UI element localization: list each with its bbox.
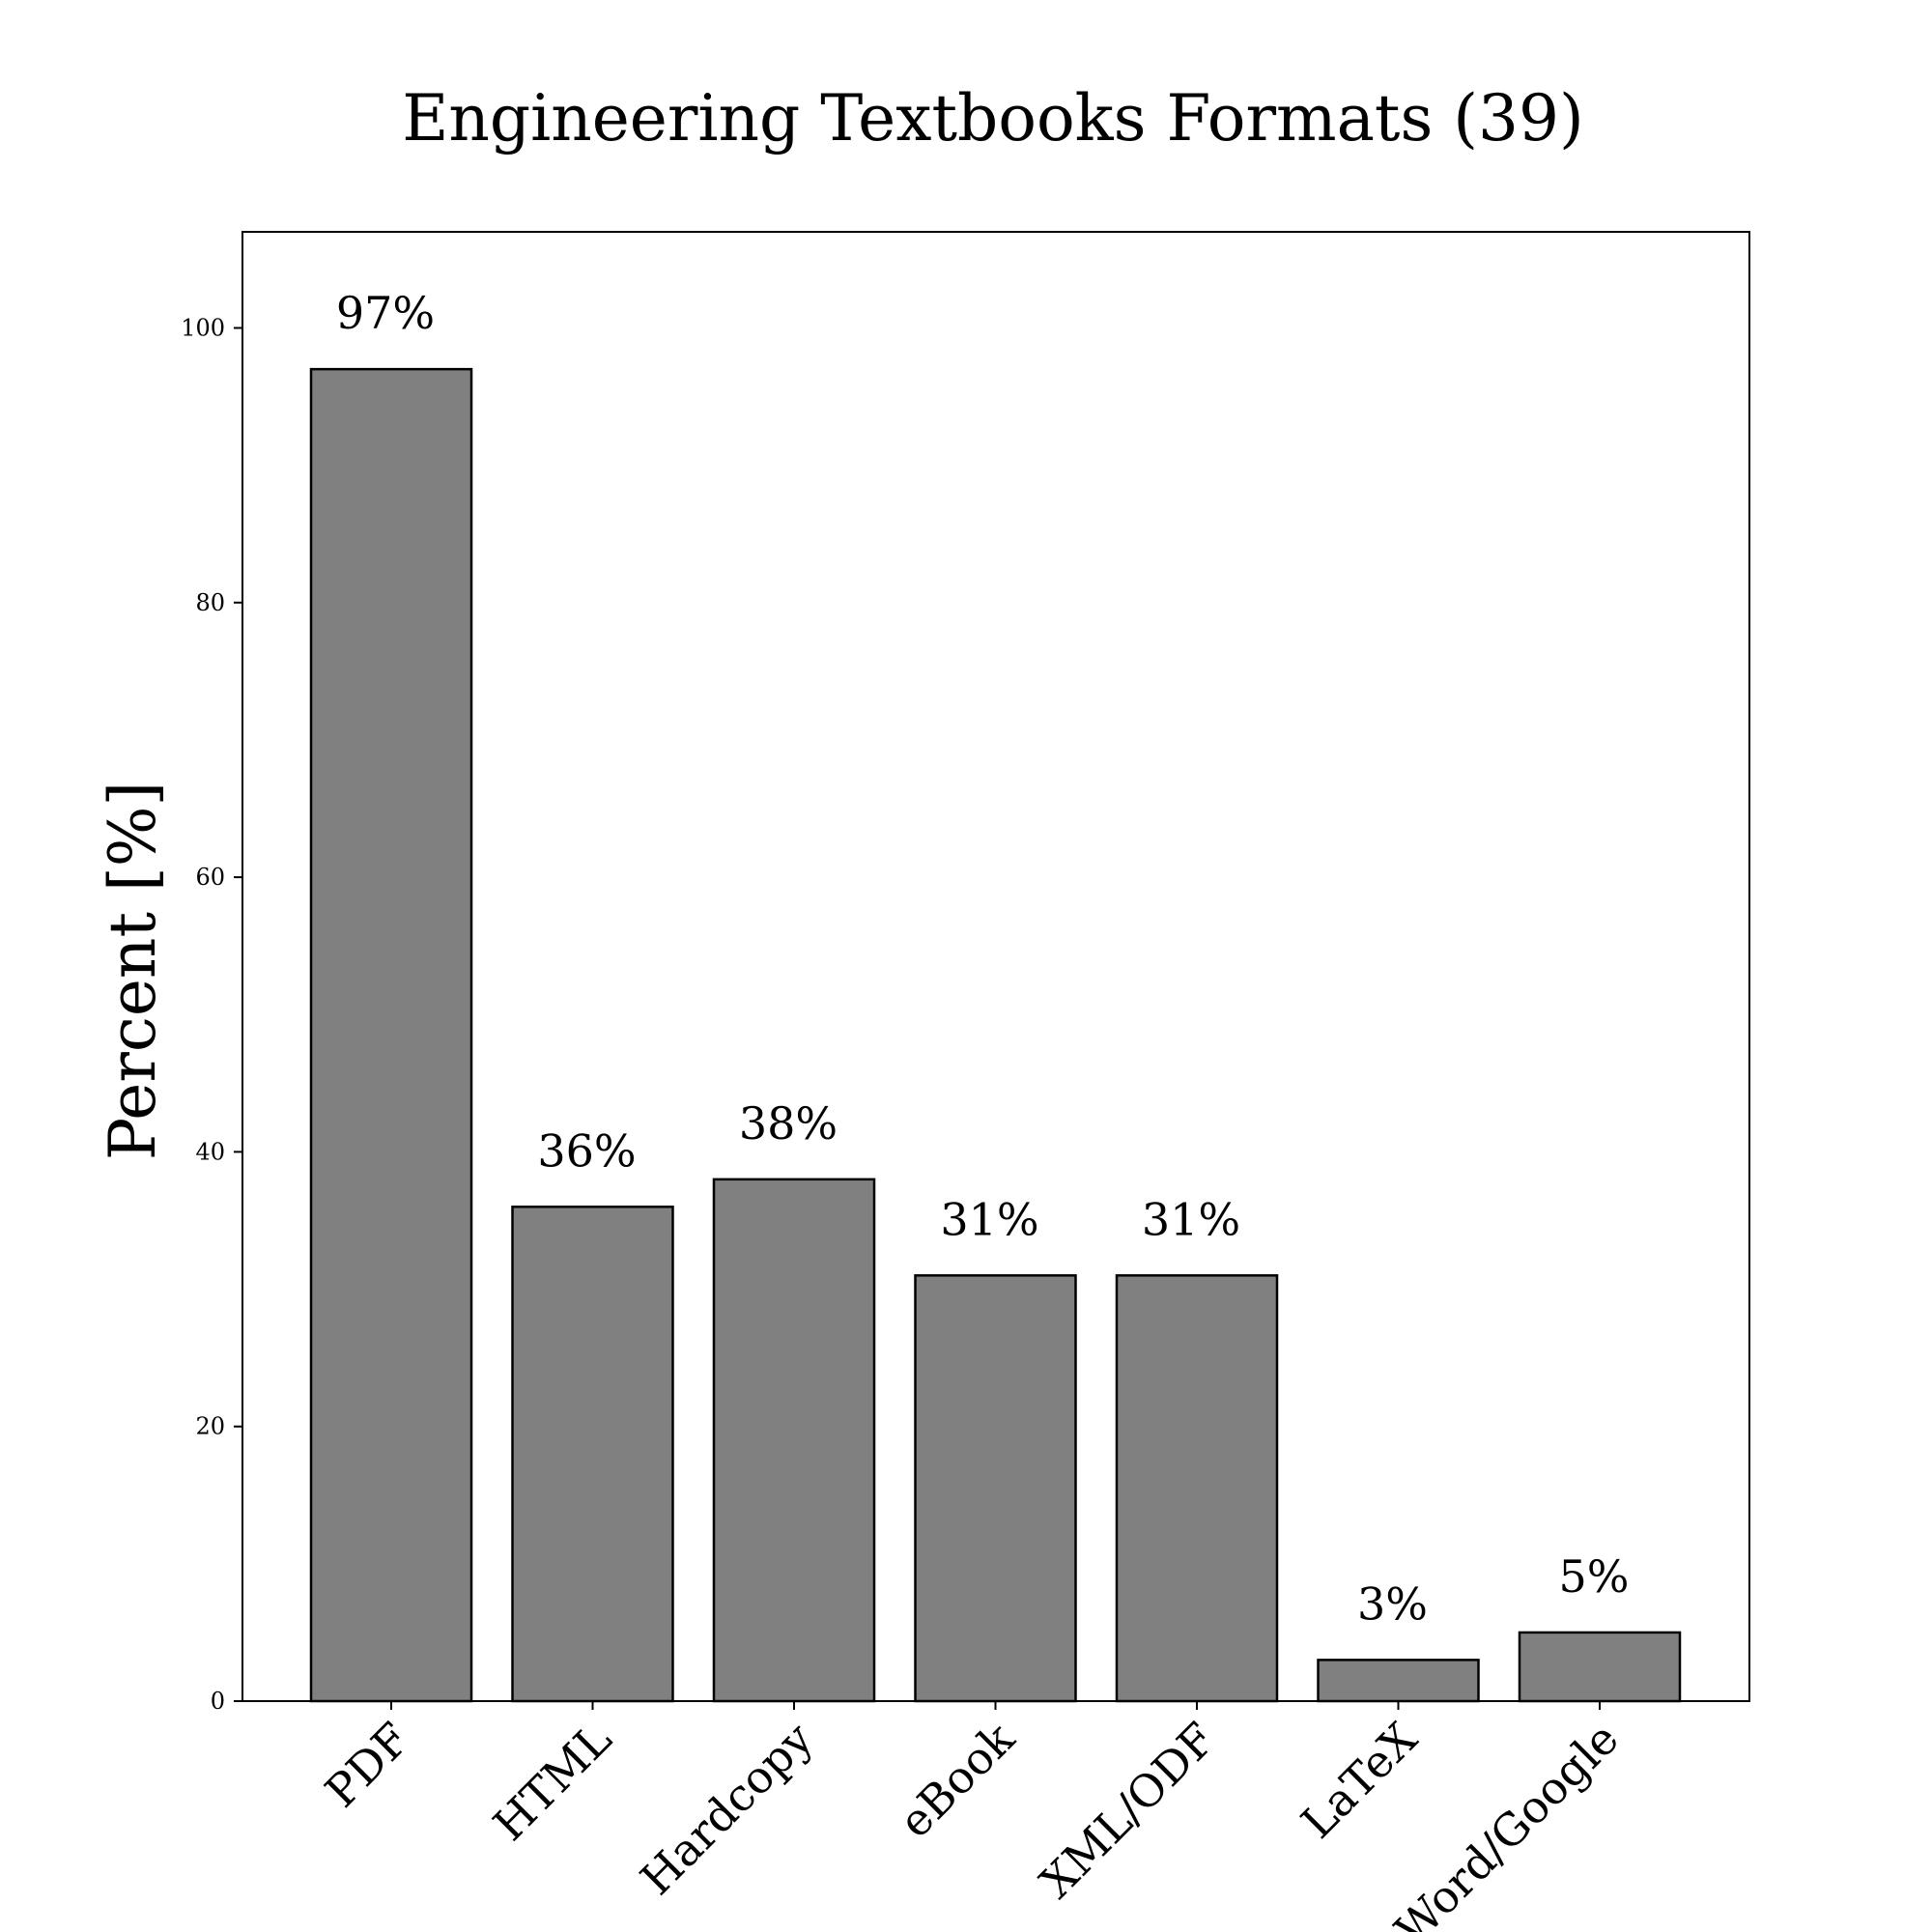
y-tick-label: 60 xyxy=(195,864,225,891)
x-tick-label-xml-odf: XML/ODF xyxy=(1030,1713,1226,1909)
y-tick-label: 100 xyxy=(181,315,225,342)
data-label-word-google: 5% xyxy=(1559,1550,1630,1603)
data-label-latex: 3% xyxy=(1357,1577,1428,1630)
bar-hardcopy xyxy=(712,1178,876,1703)
data-label-html: 36% xyxy=(537,1124,636,1177)
bar-ebook xyxy=(914,1274,1077,1703)
y-axis-ticks: 0 20 40 60 80 100 xyxy=(181,315,242,1715)
x-tick-label-html: HTML xyxy=(483,1713,621,1851)
y-tick-label: 20 xyxy=(195,1413,225,1440)
data-label-ebook: 31% xyxy=(940,1193,1038,1245)
data-labels-layer: 97% 36% 38% 31% 31% 3% 5% xyxy=(336,287,1630,1630)
bar-xml-odf xyxy=(1115,1274,1279,1703)
data-label-xml-odf: 31% xyxy=(1142,1193,1240,1245)
plot-area-frame xyxy=(242,231,1750,1702)
data-label-hardcopy: 38% xyxy=(739,1097,838,1150)
bar-latex xyxy=(1317,1659,1480,1703)
y-tick-label: 0 xyxy=(211,1688,225,1715)
x-tick-label-ebook: eBook xyxy=(889,1712,1025,1848)
bar-word-google xyxy=(1518,1631,1682,1703)
chart-title: Engineering Textbooks Formats (39) xyxy=(402,81,1584,156)
x-axis-ticks: PDF HTML Hardcopy eBook XML/ODF LaTeXWord/Goo… xyxy=(315,1701,1629,1932)
data-label-pdf: 97% xyxy=(336,287,435,339)
y-axis-label: Percent [%] xyxy=(96,781,170,1160)
bar-html xyxy=(511,1206,674,1703)
x-tick-label-latex: LaTeX xyxy=(1292,1712,1428,1848)
bar-pdf xyxy=(309,367,473,1703)
y-tick-label: 80 xyxy=(195,589,225,616)
y-tick-label: 40 xyxy=(195,1138,225,1165)
x-tick-label-pdf: PDF xyxy=(315,1713,420,1818)
bars-layer xyxy=(309,367,1682,1703)
x-tick-label-hardcopy: Hardcopy xyxy=(630,1713,822,1905)
